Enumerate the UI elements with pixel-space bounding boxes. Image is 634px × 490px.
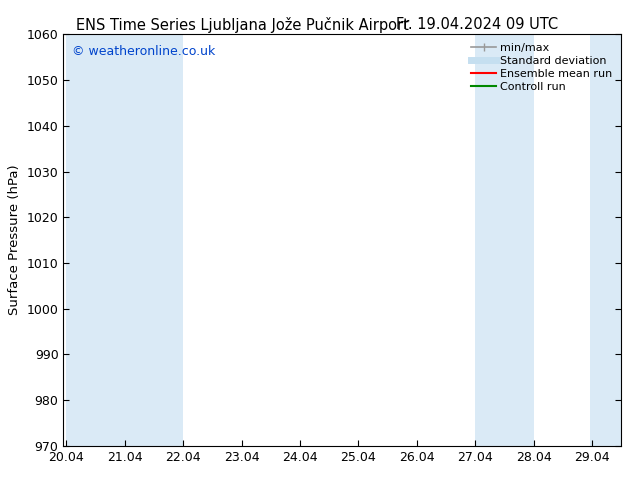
- Bar: [67, 34, 183, 446]
- Text: Fr. 19.04.2024 09 UTC: Fr. 19.04.2024 09 UTC: [396, 17, 558, 32]
- Text: © weatheronline.co.uk: © weatheronline.co.uk: [72, 45, 215, 58]
- Y-axis label: Surface Pressure (hPa): Surface Pressure (hPa): [8, 165, 21, 316]
- Bar: [590, 34, 621, 446]
- Legend: min/max, Standard deviation, Ensemble mean run, Controll run: min/max, Standard deviation, Ensemble me…: [468, 40, 616, 95]
- Text: ENS Time Series Ljubljana Jože Pučnik Airport: ENS Time Series Ljubljana Jože Pučnik Ai…: [76, 17, 409, 33]
- Bar: [476, 34, 534, 446]
